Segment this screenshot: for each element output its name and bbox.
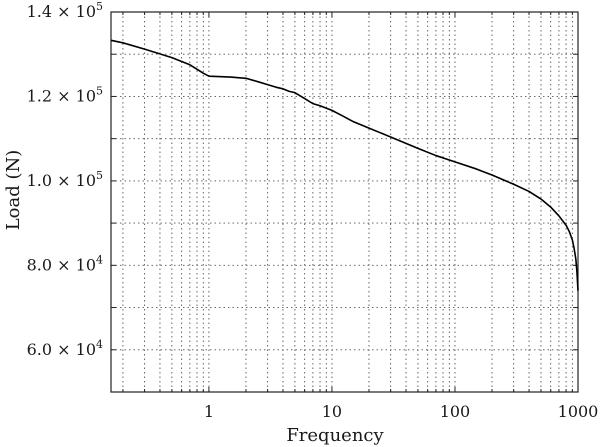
x-axis-label: Frequency: [286, 425, 384, 446]
x-tick-label: 1000: [558, 402, 599, 421]
y-tick-label: 1.0 × 105: [27, 169, 103, 190]
y-tick-label: 1.4 × 105: [27, 0, 103, 21]
x-tick-label: 1: [204, 402, 214, 421]
tick-labels: 1 10 100 1000 6.0 × 104 8.0 × 104 1.0 × 105 1.2…: [27, 0, 599, 421]
y-axis-label: Load (N): [3, 150, 24, 231]
y-tick-label: 6.0 × 104: [27, 338, 103, 359]
load-series-line: [110, 39, 579, 291]
axis-ticks: [111, 11, 579, 392]
x-tick-label: 10: [322, 402, 342, 421]
plot-area-frame: [110, 11, 579, 393]
y-tick-label: 8.0 × 104: [27, 253, 103, 274]
x-tick-label: 100: [440, 402, 471, 421]
y-tick-label: 1.2 × 105: [27, 84, 103, 105]
gridlines: [111, 12, 578, 392]
